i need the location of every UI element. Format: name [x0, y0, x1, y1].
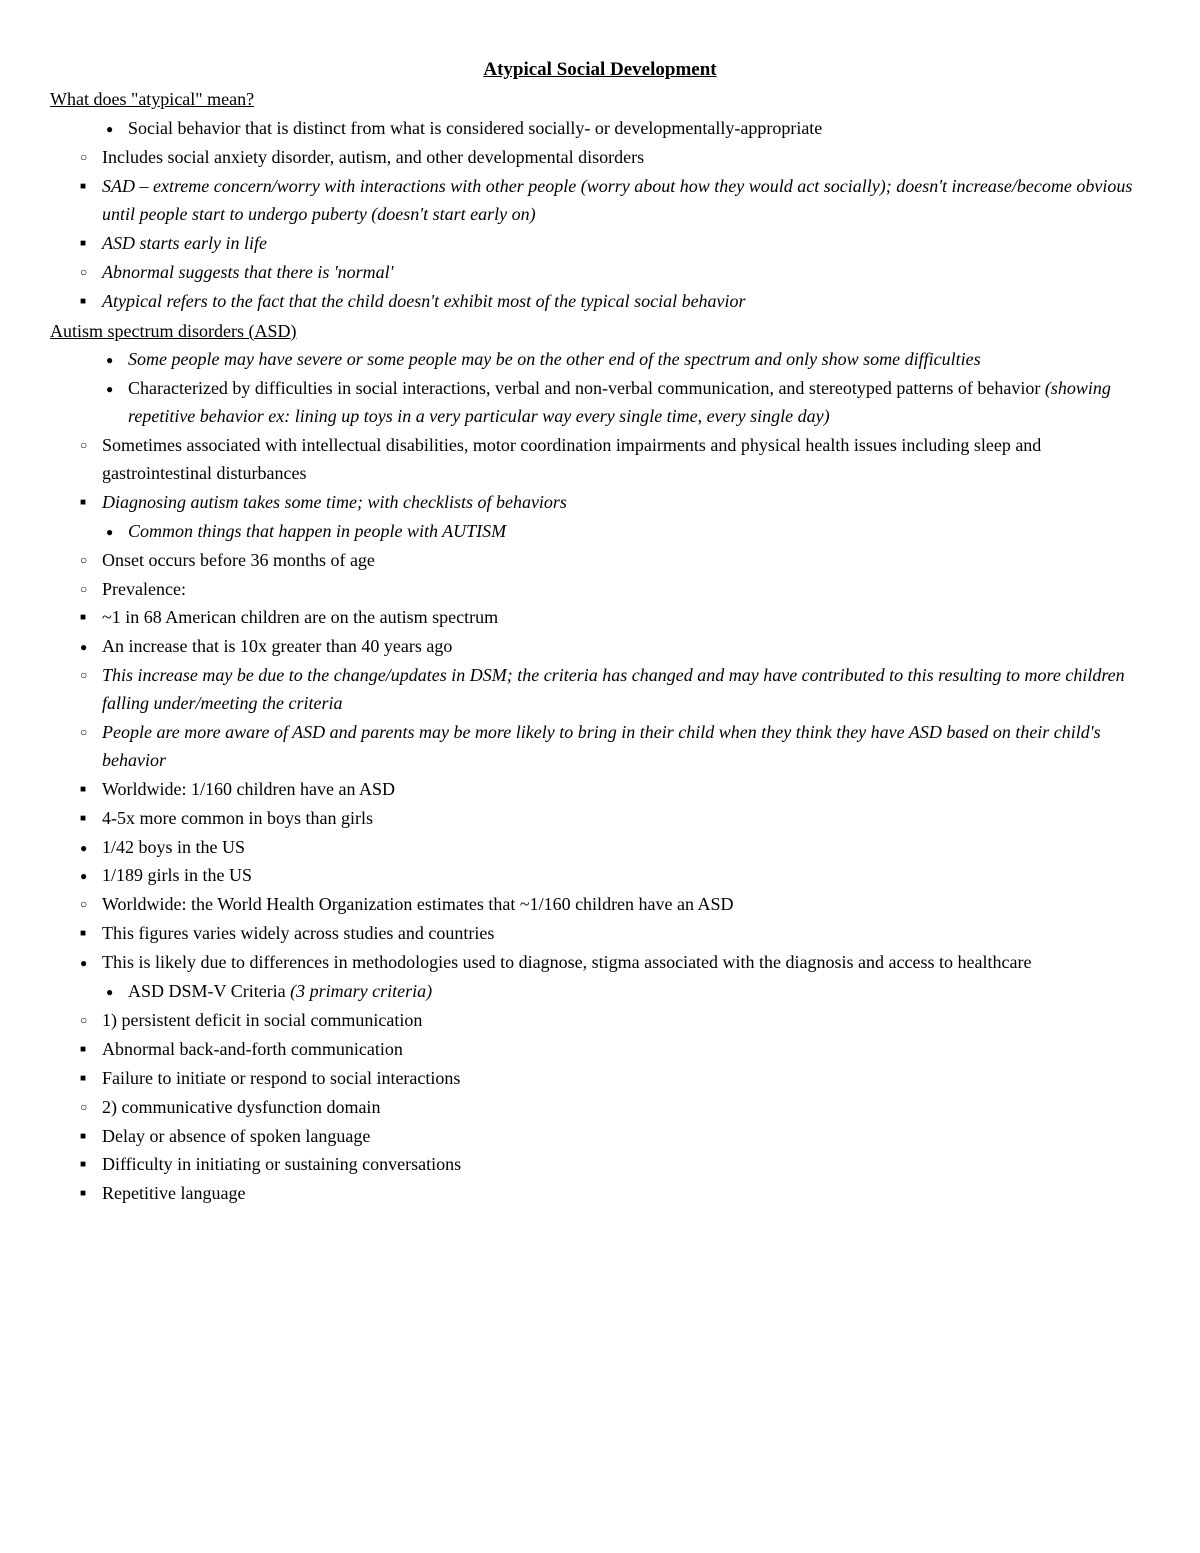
text: Characterized by difficulties in social … [128, 378, 1045, 398]
list-item: SAD – extreme concern/worry with interac… [102, 173, 1150, 229]
list-item: 1) persistent deficit in social communic… [102, 1007, 1150, 1035]
list-item: 1/189 girls in the US [102, 862, 1150, 890]
list-item: Onset occurs before 36 months of age [102, 547, 1150, 575]
list-item: 2) communicative dysfunction domain [102, 1094, 1150, 1122]
list-item: Sometimes associated with intellectual d… [102, 432, 1150, 488]
section-heading-atypical: What does "atypical" mean? [50, 86, 1150, 114]
list-item: People are more aware of ASD and parents… [102, 719, 1150, 775]
list-item: This increase may be due to the change/u… [102, 662, 1150, 718]
list-item: Delay or absence of spoken language [102, 1123, 1150, 1151]
list-item: Failure to initiate or respond to social… [102, 1065, 1150, 1093]
list-item: Abnormal back-and-forth communication [102, 1036, 1150, 1064]
section-heading-asd: Autism spectrum disorders (ASD) [50, 318, 1150, 346]
outline-list: Social behavior that is distinct from wh… [50, 115, 1150, 315]
list-item: An increase that is 10x greater than 40 … [102, 633, 1150, 661]
list-item: 4-5x more common in boys than girls [102, 805, 1150, 833]
list-item: ASD DSM-V Criteria (3 primary criteria) [128, 978, 1150, 1006]
list-item: Difficulty in initiating or sustaining c… [102, 1151, 1150, 1179]
list-item: Worldwide: the World Health Organization… [102, 891, 1150, 919]
list-item: Atypical refers to the fact that the chi… [102, 288, 1150, 316]
document-title: Atypical Social Development [50, 55, 1150, 84]
text: (3 primary criteria) [290, 981, 432, 1001]
list-item: Abnormal suggests that there is 'normal' [102, 259, 1150, 287]
list-item: Includes social anxiety disorder, autism… [102, 144, 1150, 172]
text: ASD DSM-V Criteria [128, 981, 290, 1001]
list-item: Worldwide: 1/160 children have an ASD [102, 776, 1150, 804]
list-item: Social behavior that is distinct from wh… [128, 115, 1150, 143]
list-item: ~1 in 68 American children are on the au… [102, 604, 1150, 632]
list-item: This is likely due to differences in met… [102, 949, 1150, 977]
list-item: Characterized by difficulties in social … [128, 375, 1150, 431]
list-item: 1/42 boys in the US [102, 834, 1150, 862]
outline-list: Some people may have severe or some peop… [50, 346, 1150, 1208]
list-item: Prevalence: [102, 576, 1150, 604]
list-item: Some people may have severe or some peop… [128, 346, 1150, 374]
list-item: ASD starts early in life [102, 230, 1150, 258]
list-item: Repetitive language [102, 1180, 1150, 1208]
list-item: Diagnosing autism takes some time; with … [102, 489, 1150, 517]
list-item: Common things that happen in people with… [128, 518, 1150, 546]
list-item: This figures varies widely across studie… [102, 920, 1150, 948]
